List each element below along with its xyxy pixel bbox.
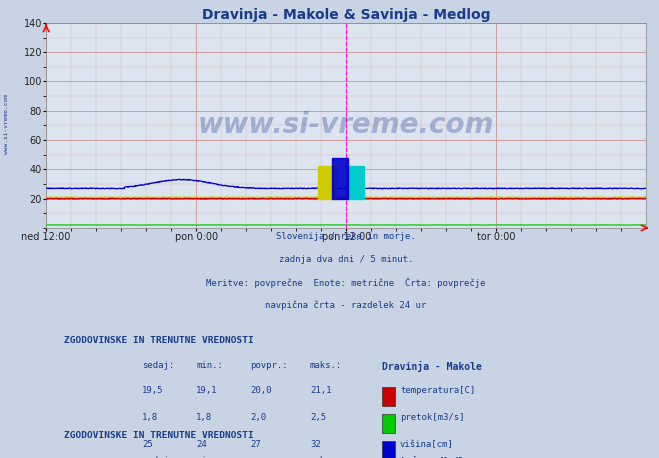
Bar xyxy=(382,414,395,433)
Text: pretok[m3/s]: pretok[m3/s] xyxy=(400,413,465,422)
Text: temperatura[C]: temperatura[C] xyxy=(400,386,475,395)
Text: navpična črta - razdelek 24 ur: navpična črta - razdelek 24 ur xyxy=(266,300,426,310)
Title: Dravinja - Makole & Savinja - Medlog: Dravinja - Makole & Savinja - Medlog xyxy=(202,8,490,22)
Bar xyxy=(382,441,395,458)
Text: ZGODOVINSKE IN TRENUTNE VREDNOSTI: ZGODOVINSKE IN TRENUTNE VREDNOSTI xyxy=(64,431,254,440)
Text: 2,5: 2,5 xyxy=(310,413,326,422)
Text: povpr.:: povpr.: xyxy=(250,361,287,370)
Text: min.:: min.: xyxy=(196,456,223,458)
Text: www.si-vreme.com: www.si-vreme.com xyxy=(4,93,9,154)
Text: 1,8: 1,8 xyxy=(142,413,158,422)
Bar xyxy=(318,166,336,199)
Text: 25: 25 xyxy=(142,440,153,449)
Text: 19,1: 19,1 xyxy=(196,386,217,395)
Text: Dravinja - Makole: Dravinja - Makole xyxy=(382,361,482,372)
Text: sedaj:: sedaj: xyxy=(142,456,175,458)
Text: Slovenija / reke in morje.: Slovenija / reke in morje. xyxy=(276,232,416,241)
Text: Savinja - Medlog: Savinja - Medlog xyxy=(382,456,476,458)
Text: www.si-vreme.com: www.si-vreme.com xyxy=(198,111,494,139)
Text: zadnja dva dni / 5 minut.: zadnja dva dni / 5 minut. xyxy=(279,255,413,264)
Text: povpr.:: povpr.: xyxy=(250,456,287,458)
Bar xyxy=(382,387,395,406)
Text: Meritve: povprečne  Enote: metrične  Črta: povprečje: Meritve: povprečne Enote: metrične Črta:… xyxy=(206,278,486,288)
Text: ZGODOVINSKE IN TRENUTNE VREDNOSTI: ZGODOVINSKE IN TRENUTNE VREDNOSTI xyxy=(64,336,254,345)
Text: 32: 32 xyxy=(310,440,321,449)
Text: 20,0: 20,0 xyxy=(250,386,272,395)
Text: 24: 24 xyxy=(196,440,207,449)
Bar xyxy=(331,158,349,199)
Text: maks.:: maks.: xyxy=(310,361,342,370)
Text: maks.:: maks.: xyxy=(310,456,342,458)
Text: 19,5: 19,5 xyxy=(142,386,163,395)
Text: min.:: min.: xyxy=(196,361,223,370)
Bar xyxy=(347,166,364,199)
Text: 2,0: 2,0 xyxy=(250,413,266,422)
Text: 1,8: 1,8 xyxy=(196,413,212,422)
Text: 27: 27 xyxy=(250,440,261,449)
Text: sedaj:: sedaj: xyxy=(142,361,175,370)
Text: višina[cm]: višina[cm] xyxy=(400,440,453,449)
Text: 21,1: 21,1 xyxy=(310,386,331,395)
